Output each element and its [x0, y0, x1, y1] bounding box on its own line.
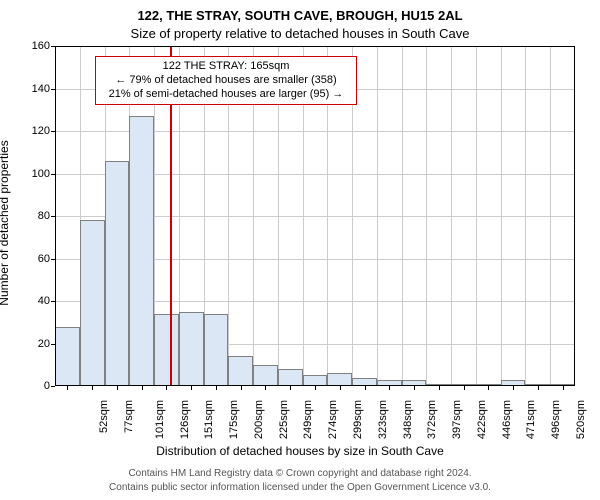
x-tick-mark — [117, 386, 118, 390]
y-tick-mark — [51, 131, 55, 132]
x-tick-label: 323sqm — [377, 400, 389, 439]
x-tick-label: 471sqm — [525, 400, 537, 439]
x-tick-label: 200sqm — [253, 400, 265, 439]
y-tick-label: 160 — [10, 40, 50, 52]
x-tick-label: 274sqm — [327, 400, 339, 439]
y-tick-mark — [51, 174, 55, 175]
x-tick-label: 225sqm — [278, 400, 290, 439]
x-tick-mark — [389, 386, 390, 390]
x-tick-mark — [142, 386, 143, 390]
x-tick-mark — [241, 386, 242, 390]
chart-title-main: 122, THE STRAY, SOUTH CAVE, BROUGH, HU15… — [0, 8, 600, 23]
y-tick-label: 40 — [10, 295, 50, 307]
y-tick-mark — [51, 216, 55, 217]
x-tick-mark — [216, 386, 217, 390]
x-tick-mark — [191, 386, 192, 390]
x-tick-label: 397sqm — [451, 400, 463, 439]
x-tick-label: 151sqm — [204, 400, 216, 439]
plot-area: 122 THE STRAY: 165sqm← 79% of detached h… — [55, 46, 575, 386]
x-tick-label: 348sqm — [402, 400, 414, 439]
x-tick-mark — [290, 386, 291, 390]
x-tick-mark — [464, 386, 465, 390]
x-tick-label: 520sqm — [575, 400, 587, 439]
y-tick-mark — [51, 259, 55, 260]
x-tick-mark — [538, 386, 539, 390]
y-tick-label: 80 — [10, 210, 50, 222]
x-tick-label: 126sqm — [179, 400, 191, 439]
y-tick-mark — [51, 46, 55, 47]
x-tick-mark — [563, 386, 564, 390]
y-tick-mark — [51, 344, 55, 345]
y-tick-mark — [51, 89, 55, 90]
x-tick-mark — [488, 386, 489, 390]
x-tick-label: 372sqm — [426, 400, 438, 439]
y-tick-label: 120 — [10, 125, 50, 137]
x-tick-mark — [340, 386, 341, 390]
y-tick-label: 60 — [10, 253, 50, 265]
y-tick-label: 0 — [10, 380, 50, 392]
y-axis-label: Number of detached properties — [0, 140, 11, 305]
x-tick-label: 446sqm — [501, 400, 513, 439]
x-tick-mark — [67, 386, 68, 390]
x-tick-label: 299sqm — [352, 400, 364, 439]
y-tick-label: 100 — [10, 168, 50, 180]
chart-title-sub: Size of property relative to detached ho… — [0, 26, 600, 41]
x-tick-label: 101sqm — [154, 400, 166, 439]
y-tick-label: 20 — [10, 338, 50, 350]
x-tick-label: 496sqm — [550, 400, 562, 439]
x-axis-label: Distribution of detached houses by size … — [0, 444, 600, 458]
y-tick-label: 140 — [10, 83, 50, 95]
x-tick-mark — [365, 386, 366, 390]
x-tick-label: 422sqm — [476, 400, 488, 439]
x-tick-label: 77sqm — [123, 400, 135, 433]
plot-border — [55, 46, 575, 386]
x-tick-mark — [439, 386, 440, 390]
x-tick-label: 249sqm — [303, 400, 315, 439]
x-tick-mark — [166, 386, 167, 390]
x-tick-label: 52sqm — [98, 400, 110, 433]
x-tick-mark — [315, 386, 316, 390]
footnote-line2: Contains public sector information licen… — [0, 482, 600, 493]
x-tick-mark — [513, 386, 514, 390]
x-tick-mark — [92, 386, 93, 390]
y-tick-mark — [51, 386, 55, 387]
footnote-line1: Contains HM Land Registry data © Crown c… — [0, 468, 600, 479]
x-tick-label: 175sqm — [228, 400, 240, 439]
y-tick-mark — [51, 301, 55, 302]
x-tick-mark — [414, 386, 415, 390]
chart-container: 122, THE STRAY, SOUTH CAVE, BROUGH, HU15… — [0, 0, 600, 500]
x-tick-mark — [265, 386, 266, 390]
